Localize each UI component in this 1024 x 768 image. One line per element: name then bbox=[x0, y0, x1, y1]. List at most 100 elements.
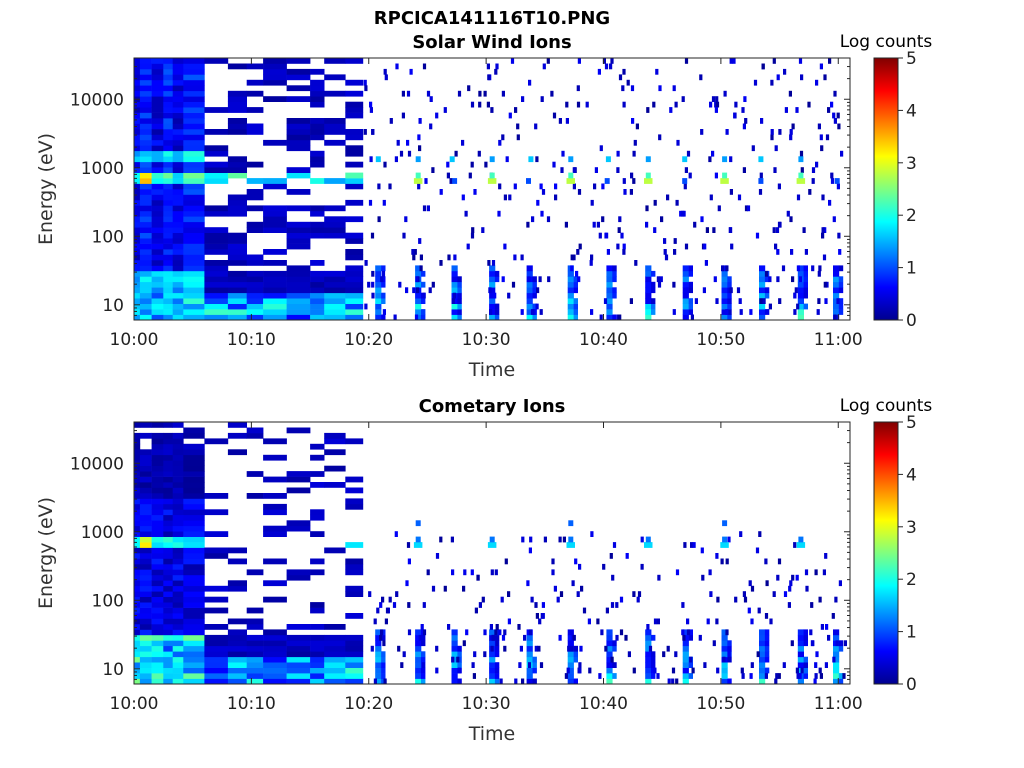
heatmap-cell bbox=[263, 493, 287, 499]
heatmap-cell bbox=[134, 563, 141, 570]
heatmap-cell bbox=[653, 667, 657, 674]
heatmap-cell bbox=[567, 270, 574, 277]
heatmap-cell bbox=[612, 662, 617, 668]
heatmap-cell bbox=[139, 314, 152, 320]
heatmap-cell bbox=[286, 167, 311, 173]
heatmap-cell bbox=[417, 183, 421, 190]
heatmap-cell bbox=[163, 536, 173, 543]
heatmap-cell bbox=[151, 563, 164, 570]
heatmap-cell bbox=[139, 254, 152, 261]
heatmap-cell bbox=[682, 678, 689, 684]
heatmap-cell bbox=[727, 276, 732, 283]
heatmap-cell bbox=[576, 249, 580, 255]
heatmap-cell bbox=[622, 178, 626, 184]
heatmap-cell bbox=[227, 314, 247, 320]
heatmap-cell bbox=[761, 63, 765, 70]
heatmap-cell bbox=[711, 96, 716, 102]
heatmap-cell bbox=[803, 270, 808, 277]
heatmap-cell bbox=[415, 265, 422, 272]
heatmap-cell bbox=[645, 673, 652, 679]
heatmap-cell bbox=[606, 309, 613, 315]
heatmap-cell bbox=[345, 569, 364, 576]
heatmap-cell bbox=[494, 645, 500, 652]
heatmap-cell bbox=[375, 640, 382, 647]
figure-title: RPCICA141116T10.PNG bbox=[374, 8, 610, 29]
heatmap-cell bbox=[471, 662, 475, 668]
heatmap-cell bbox=[572, 634, 576, 641]
heatmap-cell bbox=[394, 156, 398, 163]
heatmap-cell bbox=[814, 673, 818, 679]
heatmap-cell bbox=[263, 281, 287, 288]
heatmap-cell bbox=[572, 167, 576, 173]
heatmap-cell bbox=[151, 161, 164, 168]
heatmap-cell bbox=[727, 536, 731, 543]
heatmap-cell bbox=[834, 596, 838, 603]
heatmap-cell bbox=[227, 161, 247, 168]
heatmap-cell bbox=[803, 303, 808, 310]
colorbar-tick-label: 5 bbox=[906, 413, 917, 433]
y-tick-label: 10 bbox=[102, 660, 124, 680]
heatmap-cell bbox=[134, 651, 141, 658]
heatmap-cell bbox=[421, 667, 426, 674]
heatmap-cell bbox=[369, 101, 373, 108]
heatmap-cell bbox=[415, 270, 422, 277]
heatmap-cell bbox=[163, 150, 173, 157]
heatmap-cell bbox=[526, 178, 531, 184]
heatmap-cell bbox=[163, 438, 173, 445]
heatmap-cell bbox=[797, 656, 804, 663]
heatmap-cell bbox=[798, 276, 803, 283]
y-tick-label: 1000 bbox=[81, 523, 124, 543]
heatmap-cell bbox=[134, 79, 141, 86]
heatmap-cell bbox=[681, 629, 685, 636]
heatmap-cell bbox=[151, 107, 164, 113]
heatmap-cell bbox=[651, 651, 656, 658]
heatmap-cell bbox=[246, 276, 264, 283]
heatmap-cell bbox=[172, 194, 184, 201]
heatmap-cell bbox=[324, 482, 346, 488]
heatmap-cell bbox=[246, 178, 264, 184]
heatmap-cell bbox=[721, 673, 728, 679]
heatmap-cell bbox=[399, 150, 404, 157]
heatmap-cell bbox=[742, 123, 746, 130]
heatmap-cell bbox=[172, 607, 184, 614]
heatmap-cell bbox=[534, 602, 538, 608]
heatmap-cell bbox=[163, 585, 173, 592]
heatmap-cell bbox=[151, 634, 164, 641]
heatmap-cell bbox=[776, 249, 780, 255]
heatmap-cell bbox=[721, 287, 728, 294]
heatmap-cell bbox=[246, 569, 264, 576]
heatmap-cell bbox=[151, 243, 164, 250]
heatmap-cell bbox=[446, 172, 450, 179]
heatmap-cell bbox=[172, 471, 184, 477]
heatmap-cell bbox=[803, 634, 808, 641]
heatmap-cell bbox=[415, 634, 422, 641]
heatmap-cell bbox=[538, 276, 542, 283]
heatmap-cell bbox=[632, 178, 636, 184]
heatmap-cell bbox=[375, 309, 382, 315]
heatmap-cell bbox=[624, 634, 628, 641]
heatmap-cell bbox=[134, 514, 141, 521]
heatmap-cell bbox=[727, 640, 732, 647]
heatmap-cell bbox=[345, 656, 364, 663]
heatmap-cell bbox=[183, 221, 205, 228]
heatmap-cell bbox=[600, 629, 604, 636]
heatmap-cell bbox=[227, 651, 247, 658]
heatmap-cell bbox=[183, 525, 205, 532]
heatmap-cell bbox=[324, 465, 346, 472]
heatmap-cell bbox=[134, 172, 141, 179]
heatmap-cell bbox=[759, 667, 766, 674]
heatmap-cell bbox=[461, 139, 465, 146]
heatmap-cell bbox=[286, 487, 311, 494]
heatmap-cell bbox=[183, 298, 205, 304]
heatmap-cell bbox=[712, 227, 716, 233]
heatmap-cell bbox=[227, 558, 247, 565]
heatmap-cell bbox=[163, 569, 173, 576]
heatmap-cell bbox=[183, 314, 205, 320]
heatmap-cell bbox=[498, 183, 502, 190]
heatmap-cell bbox=[183, 265, 205, 272]
heatmap-cell bbox=[163, 547, 173, 554]
heatmap-cell bbox=[139, 465, 152, 472]
heatmap-cell bbox=[204, 281, 229, 288]
heatmap-cell bbox=[567, 634, 574, 641]
heatmap-cell bbox=[345, 249, 364, 255]
